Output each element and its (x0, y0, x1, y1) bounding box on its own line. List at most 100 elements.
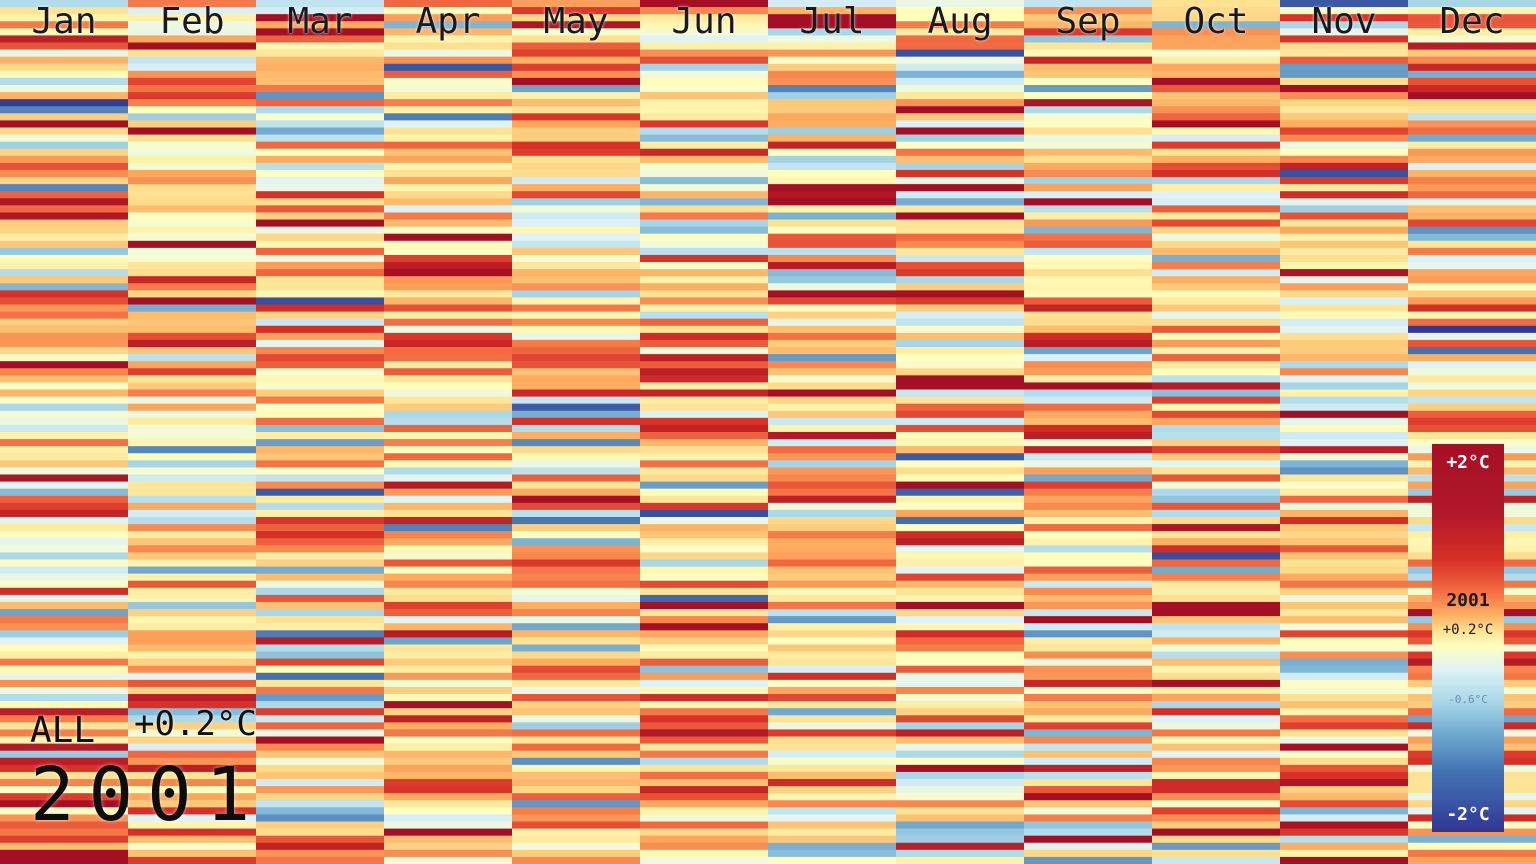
heatmap-cell (512, 311, 641, 320)
summary-anomaly-value: +0.2°C (134, 704, 257, 744)
heatmap-cell (640, 616, 769, 624)
heatmap-cell (768, 127, 897, 135)
heatmap-cell (256, 28, 385, 36)
heatmap-cell (768, 552, 897, 560)
heatmap-cell (1152, 835, 1281, 844)
heatmap-cell (768, 828, 897, 837)
heatmap-cell (1280, 694, 1409, 702)
heatmap-cell (1152, 127, 1281, 135)
heatmap-cell (640, 736, 769, 744)
heatmap-cell (128, 396, 257, 405)
heatmap-cell (128, 226, 257, 235)
heatmap-cell (896, 524, 1025, 532)
heatmap-cell (1152, 509, 1281, 518)
heatmap-cell (512, 70, 641, 79)
heatmap-cell (1408, 134, 1536, 143)
heatmap-cell (1152, 616, 1281, 624)
heatmap-cell (384, 92, 513, 100)
heatmap-cell (1280, 417, 1409, 426)
heatmap-cell (1152, 84, 1281, 93)
heatmap-cell (384, 573, 513, 582)
heatmap-cell (1408, 77, 1536, 86)
heatmap-cell (1280, 686, 1409, 695)
heatmap-cell (1408, 21, 1536, 29)
heatmap-cell (1024, 205, 1153, 213)
heatmap-cell (384, 800, 513, 808)
heatmap-cell (0, 417, 129, 426)
heatmap-cell (1024, 361, 1153, 369)
heatmap-cell (640, 594, 769, 603)
heatmap-cell (128, 77, 257, 86)
heatmap-cell (640, 601, 769, 610)
heatmap-cell (512, 665, 641, 674)
heatmap-cell (1280, 701, 1409, 709)
heatmap-cell (1152, 14, 1281, 22)
heatmap-cell (512, 332, 641, 341)
heatmap-cell (0, 99, 129, 107)
heatmap-cell (0, 318, 129, 327)
heatmap-cell (0, 828, 129, 837)
heatmap-cell (128, 70, 257, 79)
heatmap-cell (1408, 835, 1536, 844)
heatmap-cell (1408, 304, 1536, 312)
heatmap-cell (384, 474, 513, 482)
heatmap-cell (896, 56, 1025, 65)
heatmap-cell (896, 339, 1025, 348)
heatmap-cell (384, 616, 513, 624)
heatmap-cell (512, 354, 641, 362)
heatmap-cell (0, 432, 129, 440)
heatmap-cell (384, 644, 513, 652)
heatmap-cell (0, 283, 129, 291)
heatmap-cell (128, 290, 257, 298)
heatmap-cell (896, 708, 1025, 716)
heatmap-cell (512, 219, 641, 228)
heatmap-cell (1280, 594, 1409, 603)
heatmap-cell (1280, 432, 1409, 440)
heatmap-cell (1280, 601, 1409, 610)
heatmap-cell (384, 120, 513, 128)
heatmap-cell (128, 779, 257, 787)
heatmap-cell (384, 524, 513, 532)
heatmap-cell (384, 552, 513, 560)
heatmap-cell (128, 686, 257, 695)
heatmap-cell (896, 169, 1025, 178)
legend-current-value: +0.2°C (1442, 622, 1494, 638)
heatmap-cell (1280, 148, 1409, 157)
heatmap-cell (256, 247, 385, 256)
heatmap-cell (640, 269, 769, 277)
heatmap-cell (256, 821, 385, 829)
heatmap-cell (0, 616, 129, 624)
heatmap-cell (1152, 7, 1281, 15)
heatmap-cell (896, 566, 1025, 575)
heatmap-cell (896, 580, 1025, 589)
heatmap-cell (256, 630, 385, 638)
heatmap-cell (384, 262, 513, 270)
heatmap-cell (0, 28, 129, 36)
heatmap-cell (896, 793, 1025, 801)
heatmap-cell (896, 502, 1025, 511)
heatmap-cell (384, 658, 513, 667)
heatmap-cell (640, 7, 769, 15)
heatmap-cell (768, 339, 897, 348)
heatmap-cell (128, 573, 257, 582)
heatmap-cell (1024, 42, 1153, 50)
heatmap-cell (768, 694, 897, 702)
heatmap-cell (1152, 757, 1281, 766)
heatmap-cell (1024, 70, 1153, 79)
heatmap-cell (384, 184, 513, 192)
heatmap-cell (0, 276, 129, 284)
heatmap-cell (1152, 184, 1281, 192)
heatmap-cell (768, 42, 897, 50)
heatmap-cell (0, 637, 129, 645)
heatmap-cell (1024, 764, 1153, 773)
heatmap-cell (0, 552, 129, 560)
heatmap-cell (1408, 269, 1536, 277)
summary-scope-label: ALL (30, 710, 96, 751)
heatmap-cell (768, 212, 897, 220)
heatmap-cell (640, 247, 769, 256)
heatmap-cell (256, 729, 385, 737)
heatmap-cell (384, 84, 513, 93)
heatmap-cell (1024, 290, 1153, 298)
heatmap-cell (1024, 665, 1153, 674)
heatmap-cell (1152, 446, 1281, 454)
